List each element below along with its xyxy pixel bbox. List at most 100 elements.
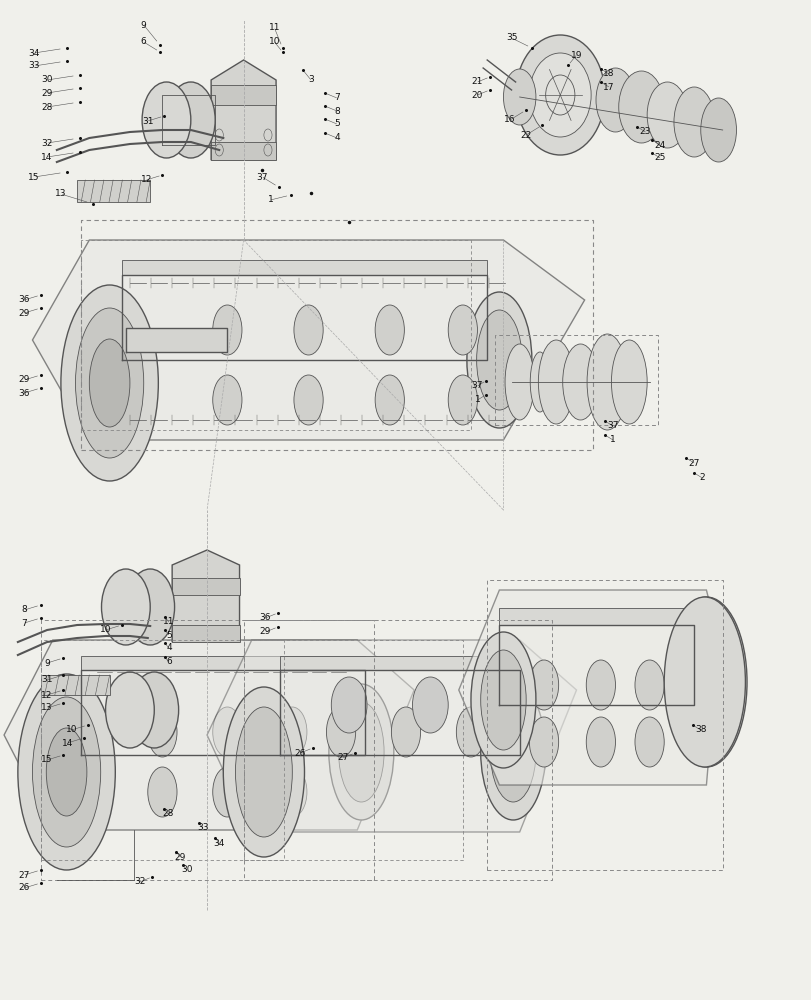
Text: 28: 28	[41, 103, 53, 111]
Text: 4: 4	[334, 133, 339, 142]
Text: 9: 9	[44, 658, 50, 668]
Ellipse shape	[476, 310, 521, 410]
Text: 10: 10	[66, 726, 77, 734]
Ellipse shape	[166, 82, 215, 158]
Text: 7: 7	[21, 618, 28, 628]
Text: 31: 31	[41, 676, 53, 684]
Polygon shape	[4, 640, 414, 830]
Text: 1: 1	[267, 196, 273, 205]
Text: 12: 12	[140, 176, 152, 184]
Ellipse shape	[456, 707, 485, 757]
Ellipse shape	[448, 305, 477, 355]
Text: 20: 20	[471, 91, 483, 100]
Text: 26: 26	[19, 884, 30, 892]
Text: 10: 10	[268, 37, 280, 46]
Text: 4: 4	[166, 644, 171, 652]
Ellipse shape	[634, 660, 663, 710]
Ellipse shape	[562, 344, 598, 420]
Text: 29: 29	[174, 852, 186, 861]
Polygon shape	[172, 578, 239, 595]
Text: 27: 27	[688, 458, 699, 468]
Text: 32: 32	[134, 878, 145, 886]
Text: 6: 6	[165, 658, 172, 666]
Text: 23: 23	[639, 127, 650, 136]
Ellipse shape	[391, 707, 420, 757]
Text: 7: 7	[333, 94, 340, 103]
Ellipse shape	[46, 728, 87, 816]
Text: 37: 37	[256, 172, 268, 182]
Ellipse shape	[665, 597, 746, 767]
Ellipse shape	[470, 632, 535, 768]
Ellipse shape	[148, 767, 177, 817]
Polygon shape	[207, 640, 576, 832]
Text: 29: 29	[19, 375, 30, 384]
Text: 33: 33	[197, 824, 208, 832]
Ellipse shape	[126, 569, 174, 645]
Text: 33: 33	[28, 62, 40, 70]
Ellipse shape	[212, 767, 242, 817]
Text: 36: 36	[260, 613, 271, 622]
Text: 27: 27	[337, 754, 348, 762]
Ellipse shape	[586, 334, 627, 430]
Text: 30: 30	[181, 865, 192, 874]
Text: 22: 22	[520, 130, 531, 139]
Ellipse shape	[448, 375, 477, 425]
Ellipse shape	[529, 717, 558, 767]
Text: 29: 29	[260, 628, 271, 637]
Ellipse shape	[673, 87, 714, 157]
Text: 27: 27	[19, 870, 30, 880]
Ellipse shape	[328, 684, 393, 820]
Ellipse shape	[634, 717, 663, 767]
Text: 36: 36	[19, 388, 30, 397]
Ellipse shape	[212, 707, 242, 757]
Text: 15: 15	[28, 172, 40, 182]
Ellipse shape	[148, 707, 177, 757]
Ellipse shape	[515, 35, 604, 155]
Ellipse shape	[595, 68, 634, 132]
Ellipse shape	[530, 352, 549, 412]
Ellipse shape	[586, 660, 615, 710]
Ellipse shape	[646, 82, 687, 148]
Text: 6: 6	[140, 37, 147, 46]
Ellipse shape	[586, 717, 615, 767]
Text: 37: 37	[471, 381, 483, 390]
Ellipse shape	[375, 305, 404, 355]
Text: 11: 11	[268, 23, 280, 32]
Polygon shape	[280, 656, 519, 670]
Text: 29: 29	[19, 308, 30, 318]
Ellipse shape	[294, 305, 323, 355]
Ellipse shape	[212, 375, 242, 425]
Ellipse shape	[466, 292, 531, 428]
Polygon shape	[172, 550, 239, 642]
Text: 13: 13	[55, 190, 67, 198]
Polygon shape	[126, 328, 227, 352]
Text: 31: 31	[142, 116, 153, 125]
Ellipse shape	[294, 375, 323, 425]
Polygon shape	[211, 85, 276, 105]
Ellipse shape	[490, 702, 535, 802]
Text: 11: 11	[163, 617, 174, 626]
Text: 32: 32	[41, 138, 53, 147]
Polygon shape	[458, 590, 718, 785]
Ellipse shape	[375, 375, 404, 425]
Ellipse shape	[529, 53, 590, 137]
Text: 30: 30	[41, 76, 53, 85]
Ellipse shape	[529, 660, 558, 710]
Text: 25: 25	[654, 153, 665, 162]
Text: 18: 18	[603, 70, 614, 79]
Ellipse shape	[32, 697, 101, 847]
Ellipse shape	[18, 674, 115, 870]
Ellipse shape	[235, 707, 292, 837]
Text: 5: 5	[333, 119, 340, 128]
Ellipse shape	[338, 702, 384, 802]
Text: 12: 12	[41, 690, 53, 700]
Text: 8: 8	[21, 605, 28, 614]
Ellipse shape	[326, 707, 355, 757]
Text: 10: 10	[100, 626, 111, 635]
Ellipse shape	[480, 684, 545, 820]
Polygon shape	[32, 240, 584, 440]
Text: 1: 1	[609, 436, 616, 444]
Text: 1: 1	[474, 395, 480, 404]
Text: 14: 14	[41, 152, 53, 161]
Ellipse shape	[277, 707, 307, 757]
